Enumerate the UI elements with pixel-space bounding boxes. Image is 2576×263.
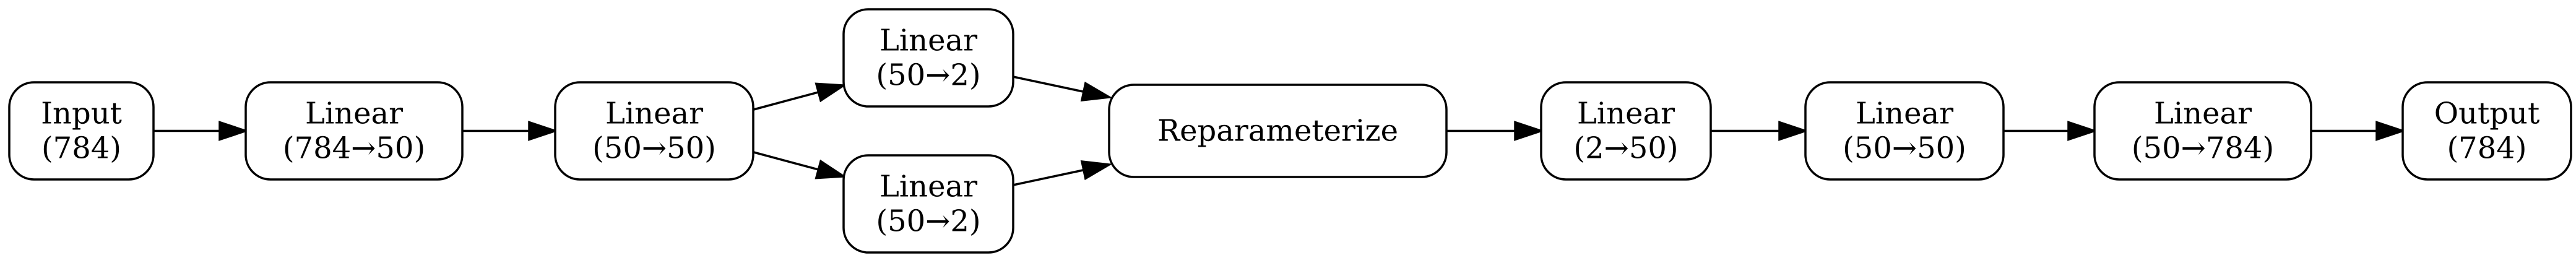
arrowhead-icon — [815, 82, 847, 103]
arrowhead-icon — [2375, 121, 2406, 141]
edge-line — [1013, 169, 1084, 186]
edge-dec2-to-dec3 — [2003, 121, 2098, 141]
arrowhead-icon — [528, 121, 559, 141]
arrowhead-icon — [1080, 160, 1113, 181]
node-label: Linear — [605, 97, 703, 131]
arrowhead-icon — [2067, 121, 2098, 141]
edge-line — [751, 150, 819, 171]
node-label: Output — [2434, 97, 2539, 131]
node-label: Linear — [2154, 97, 2252, 131]
node-label: (50→784) — [2132, 131, 2274, 166]
diagram-nodes: Input(784)Linear(784→50)Linear(50→50)Lin… — [8, 8, 2572, 254]
arrowhead-icon — [1778, 121, 1809, 141]
edge-input-to-enc1 — [153, 121, 249, 141]
node-label: Linear — [305, 97, 403, 131]
node-label: (784) — [41, 131, 121, 166]
node-box — [842, 154, 1014, 254]
diagram-edges — [153, 75, 2406, 186]
node-label: (50→50) — [592, 131, 716, 166]
node-label: Reparameterize — [1157, 114, 1398, 149]
edge-line — [751, 91, 819, 111]
node-enc1: Linear(784→50) — [244, 81, 464, 181]
node-label: Input — [41, 97, 122, 131]
node-box — [244, 81, 464, 181]
node-output: Output(784) — [2401, 81, 2572, 181]
node-box — [554, 81, 754, 181]
node-dec2: Linear(50→50) — [1804, 81, 2005, 181]
arrowhead-icon — [815, 159, 847, 179]
node-box — [842, 8, 1014, 108]
node-label: (784→50) — [283, 131, 425, 166]
node-enc2: Linear(50→50) — [554, 81, 754, 181]
node-box — [1108, 84, 1448, 178]
node-box — [8, 81, 155, 181]
edge-enc2-to-logvar — [751, 150, 847, 179]
node-dec1: Linear(2→50) — [1540, 81, 1712, 181]
arrowhead-icon — [1514, 121, 1545, 141]
node-box — [2401, 81, 2572, 181]
edge-dec1-to-dec2 — [1711, 121, 1809, 141]
node-reparam: Reparameterize — [1108, 84, 1448, 178]
node-mu: Linear(50→2) — [842, 8, 1014, 108]
edge-line — [1013, 75, 1084, 93]
arrowhead-icon — [1080, 81, 1113, 101]
node-label: Linear — [880, 24, 977, 58]
node-box — [1540, 81, 1712, 181]
edge-dec3-to-output — [2311, 121, 2406, 141]
node-logvar: Linear(50→2) — [842, 154, 1014, 254]
node-box — [2093, 81, 2312, 181]
arrowhead-icon — [218, 121, 249, 141]
node-label: (784) — [2447, 131, 2526, 166]
node-label: Linear — [1856, 97, 1953, 131]
node-label: Linear — [1577, 97, 1675, 131]
node-input: Input(784) — [8, 81, 155, 181]
edge-reparam-to-dec1 — [1446, 121, 1545, 141]
node-label: (2→50) — [1573, 131, 1678, 166]
edge-enc1-to-enc2 — [462, 121, 559, 141]
node-label: Linear — [880, 170, 977, 204]
edge-enc2-to-mu — [751, 82, 847, 111]
node-label: (50→50) — [1843, 131, 1966, 166]
node-label: (50→2) — [876, 58, 980, 93]
node-box — [1804, 81, 2005, 181]
edge-mu-to-reparam — [1013, 75, 1113, 101]
node-dec3: Linear(50→784) — [2093, 81, 2312, 181]
edge-logvar-to-reparam — [1013, 160, 1113, 186]
node-label: (50→2) — [876, 204, 980, 239]
